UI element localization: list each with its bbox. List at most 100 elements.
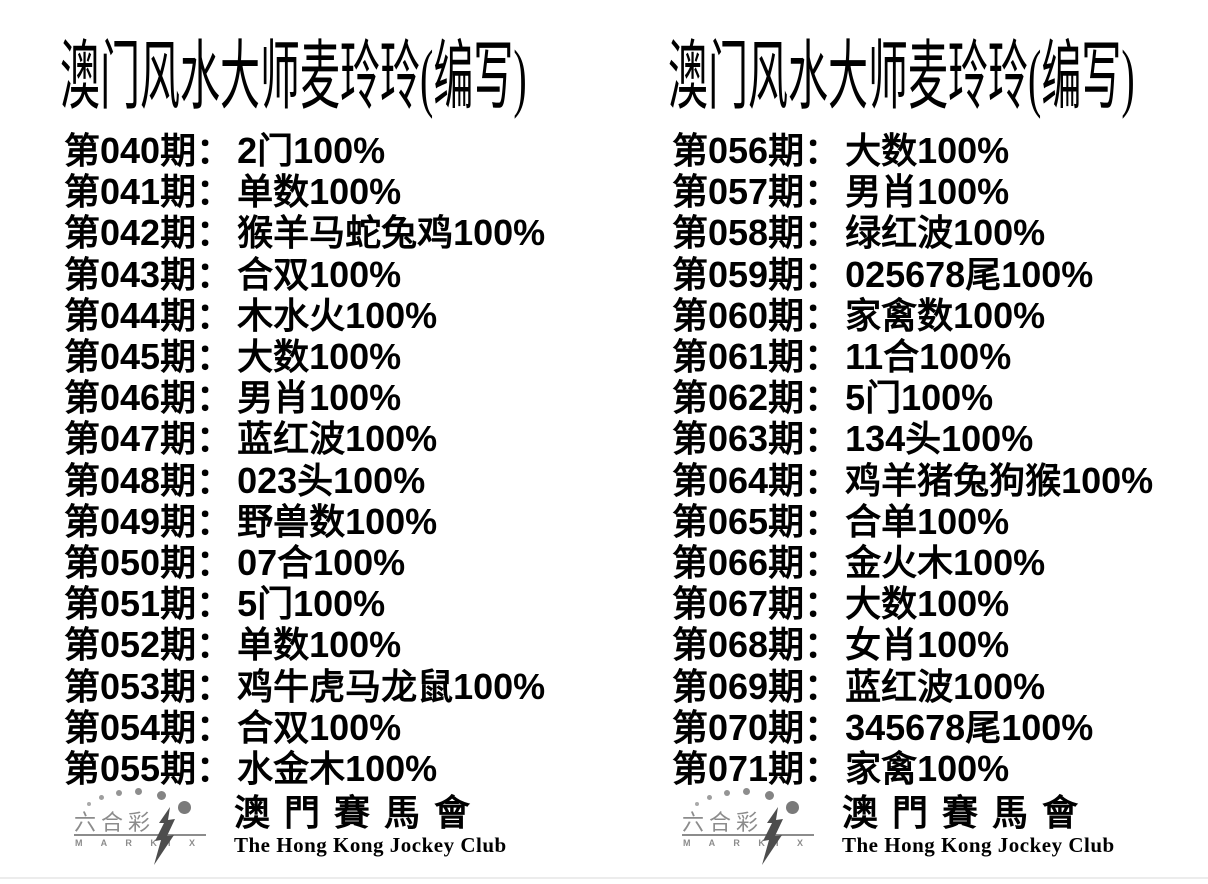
arc-dot-icon: [786, 801, 799, 814]
period-label: 第068期：: [672, 624, 841, 666]
prediction-value: 女肖100%: [845, 624, 1010, 666]
prediction-row: 第066期： 金火木100%: [672, 542, 1153, 583]
prediction-value: 023头100%: [237, 459, 426, 501]
prediction-row: 第065期： 合单100%: [672, 501, 1153, 542]
jockey-club-english: The Hong Kong Jockey Club: [842, 833, 1115, 857]
prediction-row: 第061期： 11合100%: [672, 336, 1153, 377]
mark-six-logo: 六合彩 M A R K I X: [682, 786, 830, 870]
period-label: 第066期：: [672, 542, 841, 584]
period-label: 第058期：: [672, 212, 841, 254]
prediction-row: 第054期： 合双100%: [64, 707, 545, 748]
prediction-value: 025678尾100%: [845, 253, 1094, 295]
prediction-row: 第068期： 女肖100%: [672, 624, 1153, 665]
mark-six-rule: [74, 834, 206, 836]
prediction-row: 第050期： 07合100%: [64, 542, 545, 583]
mark-six-chinese-label: 六合彩: [682, 810, 764, 835]
period-label: 第063期：: [672, 418, 841, 460]
prediction-value: 07合100%: [237, 542, 406, 584]
period-label: 第057期：: [672, 171, 841, 213]
prediction-row: 第041期： 单数100%: [64, 171, 545, 212]
arc-dot-icon: [178, 801, 191, 814]
prediction-row: 第042期： 猴羊马蛇兔鸡100%: [64, 212, 545, 253]
prediction-value: 合单100%: [845, 500, 1010, 542]
prediction-value: 男肖100%: [845, 171, 1010, 213]
jockey-club-wordmark: 澳門賽馬會 The Hong Kong Jockey Club: [234, 794, 507, 856]
period-label: 第059期：: [672, 253, 841, 295]
arc-dot-icon: [743, 788, 750, 795]
mark-six-english-label: M A R K I X: [75, 838, 195, 848]
period-label: 第046期：: [64, 377, 233, 419]
prediction-row: 第043期： 合双100%: [64, 254, 545, 295]
prediction-row: 第071期： 家禽100%: [672, 748, 1153, 789]
prediction-value: 家禽数100%: [845, 294, 1046, 336]
arc-dot-icon: [765, 791, 774, 800]
left-column: 澳门风水大师麦玲玲(编写) 第040期： 2门100% 第041期： 单数100% …: [60, 0, 622, 884]
prediction-value: 绿红波100%: [845, 212, 1046, 254]
period-label: 第069期：: [672, 665, 841, 707]
lightning-bolt-icon: [154, 807, 175, 865]
period-label: 第049期：: [64, 500, 233, 542]
period-label: 第047期：: [64, 418, 233, 460]
prediction-value: 家禽100%: [845, 748, 1010, 790]
period-label: 第052期：: [64, 624, 233, 666]
prediction-value: 5门100%: [845, 377, 994, 419]
prediction-row: 第059期： 025678尾100%: [672, 254, 1153, 295]
arc-dot-icon: [707, 795, 712, 800]
prediction-value: 单数100%: [237, 624, 402, 666]
column-title: 澳门风水大师麦玲玲(编写): [60, 34, 527, 120]
period-label: 第056期：: [672, 130, 841, 171]
prediction-value: 345678尾100%: [845, 706, 1094, 748]
prediction-value: 单数100%: [237, 171, 402, 213]
arc-dot-icon: [157, 791, 166, 800]
prediction-value: 木水火100%: [237, 294, 438, 336]
period-label: 第064期：: [672, 459, 841, 501]
column-title: 澳门风水大师麦玲玲(编写): [668, 34, 1135, 120]
arc-dot-icon: [99, 795, 104, 800]
period-label: 第054期：: [64, 706, 233, 748]
prediction-value: 11合100%: [845, 336, 1012, 378]
period-label: 第065期：: [672, 500, 841, 542]
prediction-value: 大数100%: [237, 336, 402, 378]
prediction-row: 第060期： 家禽数100%: [672, 295, 1153, 336]
period-label: 第041期：: [64, 171, 233, 213]
prediction-row: 第056期： 大数100%: [672, 130, 1153, 171]
jockey-club-chinese: 澳門賽馬會: [234, 793, 485, 833]
prediction-row: 第047期： 蓝红波100%: [64, 418, 545, 459]
prediction-row: 第064期： 鸡羊猪兔狗猴100%: [672, 460, 1153, 501]
prediction-row: 第070期： 345678尾100%: [672, 707, 1153, 748]
prediction-row: 第051期： 5门100%: [64, 583, 545, 624]
bottom-divider: [0, 877, 1208, 879]
prediction-row: 第058期： 绿红波100%: [672, 212, 1153, 253]
prediction-value: 5门100%: [237, 583, 386, 625]
jockey-club-chinese: 澳門賽馬會: [842, 793, 1093, 833]
mark-label: M A R K: [75, 838, 165, 848]
prediction-value: 野兽数100%: [237, 500, 438, 542]
prediction-value: 金火木100%: [845, 542, 1046, 584]
prediction-row: 第048期： 023头100%: [64, 460, 545, 501]
footer-logo: 六合彩 M A R K I X 澳門賽馬會 The Hong Kong Jock…: [74, 786, 614, 878]
prediction-row: 第045期： 大数100%: [64, 336, 545, 377]
mark-six-chinese-label: 六合彩: [74, 810, 156, 835]
arc-dot-icon: [724, 790, 730, 796]
period-label: 第053期：: [64, 665, 233, 707]
period-label: 第044期：: [64, 294, 233, 336]
prediction-row: 第062期： 5门100%: [672, 377, 1153, 418]
prediction-row: 第040期： 2门100%: [64, 130, 545, 171]
arc-dot-icon: [87, 802, 91, 806]
mark-six-logo: 六合彩 M A R K I X: [74, 786, 222, 870]
ix-label: I X: [168, 838, 204, 848]
footer-logo: 六合彩 M A R K I X 澳門賽馬會 The Hong Kong Jock…: [682, 786, 1208, 878]
prediction-value: 合双100%: [237, 706, 402, 748]
prediction-value: 2门100%: [237, 130, 386, 171]
prediction-value: 猴羊马蛇兔鸡100%: [237, 212, 546, 254]
arc-dot-icon: [116, 790, 122, 796]
prediction-row: 第069期： 蓝红波100%: [672, 666, 1153, 707]
prediction-value: 134头100%: [845, 418, 1034, 460]
prediction-row: 第055期： 水金木100%: [64, 748, 545, 789]
prediction-row: 第046期： 男肖100%: [64, 377, 545, 418]
prediction-value: 大数100%: [845, 583, 1010, 625]
period-label: 第048期：: [64, 459, 233, 501]
period-label: 第050期：: [64, 542, 233, 584]
period-label: 第051期：: [64, 583, 233, 625]
prediction-row: 第044期： 木水火100%: [64, 295, 545, 336]
